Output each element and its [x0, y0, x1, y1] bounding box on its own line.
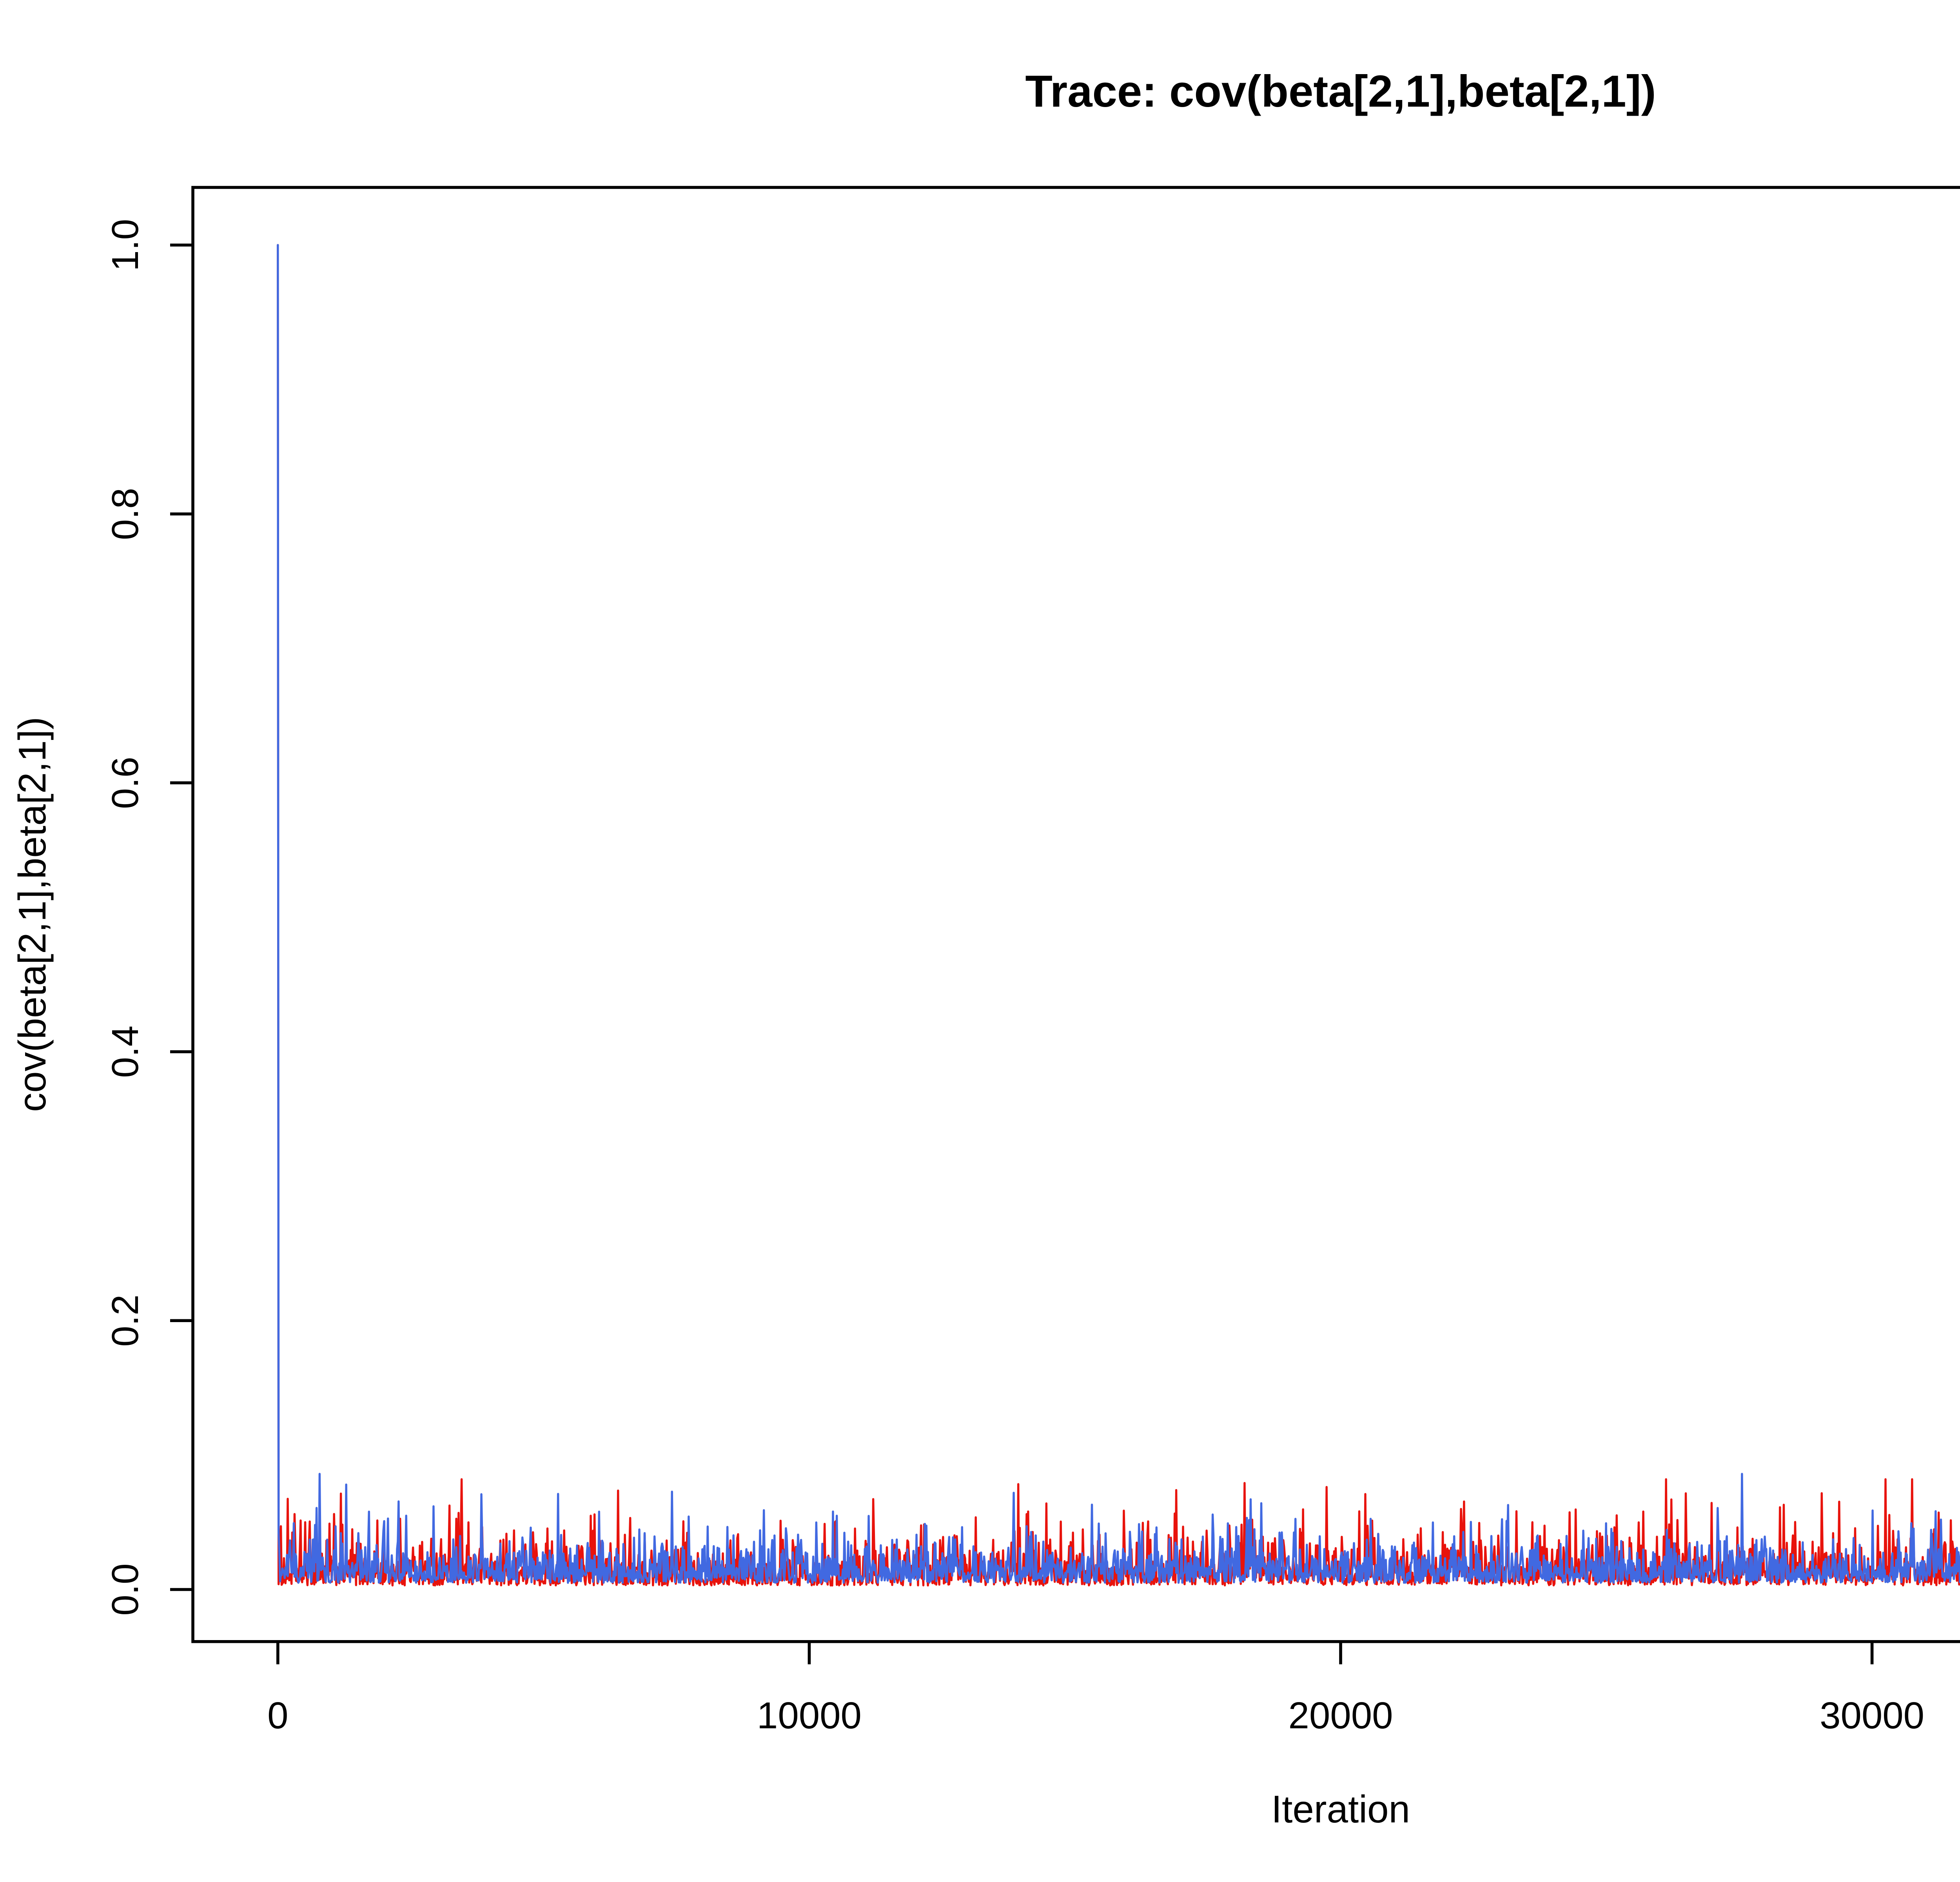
y-axis-tick-label: 1.0: [104, 219, 146, 271]
x-axis-tick-label: 30000: [1820, 1695, 1924, 1737]
chain-1-trace-line: [277, 244, 1960, 1587]
y-axis-title-group: cov(beta[2,1],beta[2,1]): [11, 717, 54, 1112]
x-axis-title: Iteration: [1271, 1788, 1410, 1831]
series-group: [277, 244, 1960, 1587]
axes-group: 0100002000030000400000.00.20.40.60.81.0: [104, 186, 1960, 1737]
y-axis-tick-label-group: 0.4: [104, 1026, 146, 1078]
y-axis-tick-label: 0.8: [104, 488, 146, 540]
x-axis-tick-label: 0: [267, 1695, 288, 1737]
y-axis-tick-label: 0.4: [104, 1026, 146, 1078]
chain-2-trace-line: [277, 244, 1960, 1584]
chart-title: Trace: cov(beta[2,1],beta[2,1]): [1025, 67, 1656, 116]
plot-box: [191, 186, 1960, 1643]
y-axis-tick-label-group: 0.6: [104, 757, 146, 809]
y-axis-tick-label-group: 0.8: [104, 488, 146, 540]
y-axis-title: cov(beta[2,1],beta[2,1]): [11, 717, 54, 1112]
x-axis-tick-label: 20000: [1289, 1695, 1393, 1737]
y-axis-tick-label: 0.2: [104, 1294, 146, 1346]
y-axis-tick-label-group: 1.0: [104, 219, 146, 271]
y-axis-tick-label: 0.0: [104, 1563, 146, 1615]
y-axis-tick-label-group: 0.0: [104, 1563, 146, 1615]
y-axis-tick-label-group: 0.2: [104, 1294, 146, 1346]
x-axis-tick-label: 10000: [757, 1695, 862, 1737]
y-axis-tick-label: 0.6: [104, 757, 146, 809]
